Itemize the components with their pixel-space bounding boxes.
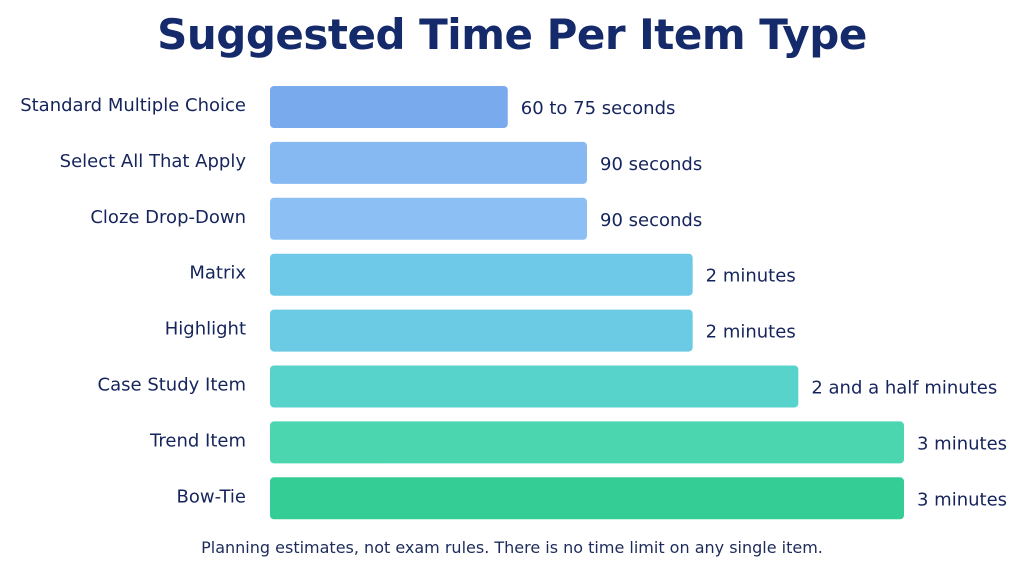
- bar-7: [270, 477, 904, 520]
- bar-2: [270, 197, 587, 240]
- value-label-0: 60 to 75 seconds: [521, 98, 676, 119]
- bar-1: [270, 141, 587, 184]
- category-label-4: Highlight: [165, 319, 246, 340]
- chart-title: Suggested Time Per Item Type: [157, 10, 867, 59]
- value-label-4: 2 minutes: [706, 322, 796, 343]
- footnote: Planning estimates, not exam rules. Ther…: [201, 538, 823, 557]
- category-label-5: Case Study Item: [98, 375, 246, 396]
- category-label-0: Standard Multiple Choice: [20, 95, 246, 116]
- category-label-6: Trend Item: [149, 430, 246, 451]
- value-label-2: 90 seconds: [600, 210, 702, 231]
- bar-0: [270, 86, 508, 128]
- bar-4: [270, 309, 693, 352]
- bar-5: [270, 365, 799, 408]
- bars-group: [270, 86, 904, 520]
- bar-3: [270, 253, 693, 296]
- value-label-7: 3 minutes: [917, 489, 1007, 510]
- value-label-5: 2 and a half minutes: [811, 378, 997, 399]
- value-label-1: 90 seconds: [600, 154, 702, 175]
- value-label-6: 3 minutes: [917, 433, 1007, 454]
- category-label-1: Select All That Apply: [60, 151, 247, 172]
- category-label-2: Cloze Drop-Down: [90, 207, 246, 228]
- value-labels-group: 60 to 75 seconds 90 seconds 90 seconds 2 mi…: [521, 98, 1007, 510]
- category-label-3: Matrix: [189, 263, 246, 284]
- category-labels-group: Standard Multiple Choice Select All That …: [20, 95, 246, 507]
- bar-6: [270, 421, 904, 464]
- category-label-7: Bow-Tie: [177, 486, 246, 507]
- value-label-3: 2 minutes: [706, 266, 796, 287]
